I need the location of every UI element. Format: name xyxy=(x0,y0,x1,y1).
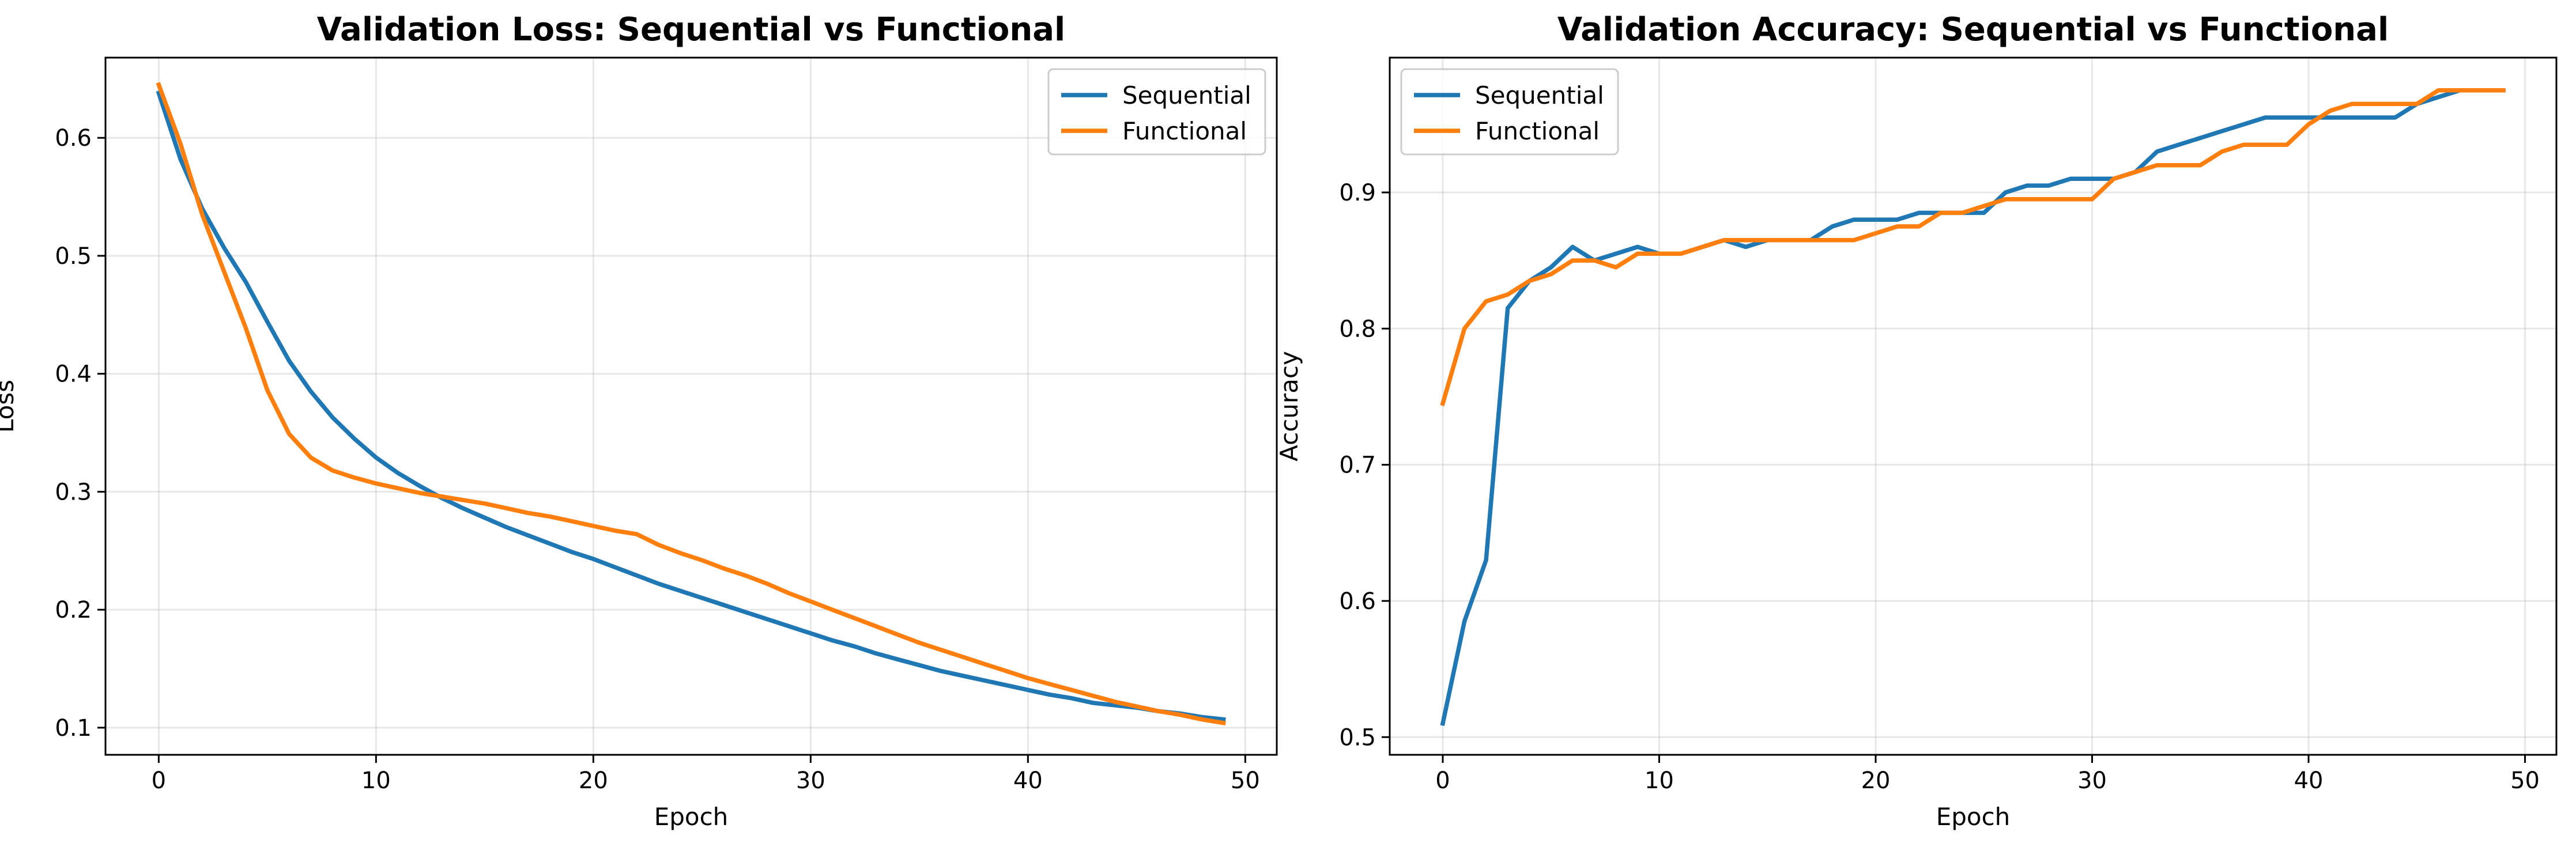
y-tick-label: 0.5 xyxy=(55,243,92,270)
x-tick-label: 30 xyxy=(796,767,825,794)
y-tick-label: 0.8 xyxy=(1339,316,1376,342)
plot-frame xyxy=(1389,56,2558,756)
x-tick-label: 0 xyxy=(152,767,166,794)
legend-label-sequential: Sequential xyxy=(1122,81,1251,109)
y-tick-label: 0.2 xyxy=(55,597,92,623)
legend-box xyxy=(1400,68,1619,156)
x-tick-label: 40 xyxy=(1013,767,1043,794)
chart-title: Validation Accuracy: Sequential vs Funct… xyxy=(1557,11,2389,48)
y-tick-label: 0.5 xyxy=(1339,724,1376,751)
y-tick-label: 0.7 xyxy=(1339,452,1376,479)
x-tick-label: 40 xyxy=(2294,767,2324,794)
chart-title: Validation Loss: Sequential vs Functiona… xyxy=(317,11,1065,48)
y-axis-label: Accuracy xyxy=(1275,351,1303,462)
y-tick-label: 0.3 xyxy=(55,479,92,505)
y-axis-label: Loss xyxy=(0,380,19,433)
y-tick-label: 0.6 xyxy=(55,125,92,152)
series-line-functional xyxy=(1440,88,2506,406)
y-tick-label: 0.4 xyxy=(55,361,92,388)
legend: Sequential Functional xyxy=(1400,68,1619,156)
legend-box xyxy=(1047,68,1266,156)
legend-label-functional: Functional xyxy=(1475,117,1600,145)
y-tick-label: 0.1 xyxy=(55,715,92,742)
x-axis-label: Epoch xyxy=(654,803,729,831)
chart-panel-1: 0 10 20 30 40 50 0.1 0.2 0.3 0.4 0.5 0.6 Validation … xyxy=(0,11,1278,831)
y-tick-label: 0.6 xyxy=(1339,588,1376,615)
x-tick-label: 30 xyxy=(2077,767,2107,794)
x-tick-label: 50 xyxy=(1231,767,1260,794)
legend-label-functional: Functional xyxy=(1122,117,1247,145)
x-tick-label: 0 xyxy=(1435,767,1450,794)
y-tick-label: 0.9 xyxy=(1339,180,1376,206)
series-line-sequential xyxy=(156,90,1226,722)
x-tick-label: 10 xyxy=(1645,767,1674,794)
series-line-functional xyxy=(156,82,1226,726)
x-tick-label: 20 xyxy=(1861,767,1891,794)
chart-panel-2: 0 10 20 30 40 50 0.5 0.6 0.7 0.8 0.9 Validation Acc… xyxy=(1275,11,2558,831)
legend: Sequential Functional xyxy=(1047,68,1266,156)
plot-frame xyxy=(104,56,1278,756)
legend-label-sequential: Sequential xyxy=(1475,81,1604,109)
x-axis-label: Epoch xyxy=(1936,803,2011,831)
x-tick-label: 10 xyxy=(361,767,391,794)
x-tick-label: 20 xyxy=(579,767,608,794)
x-tick-label: 50 xyxy=(2510,767,2540,794)
series-line-sequential xyxy=(1440,88,2506,727)
